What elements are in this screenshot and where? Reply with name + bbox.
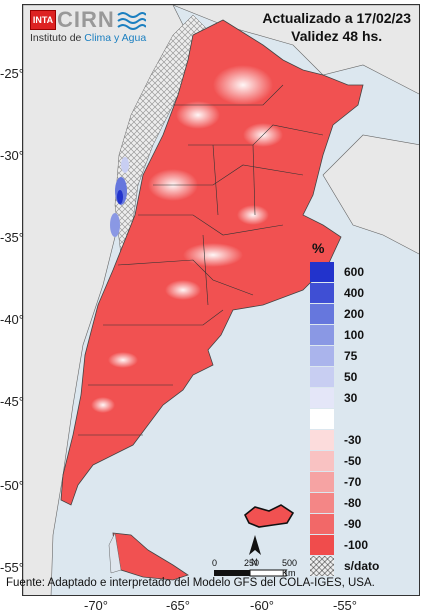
legend-label: 200 [344,307,365,321]
legend-item: -30 [310,430,394,450]
updated-date: Actualizado a 17/02/23 [262,10,411,26]
legend-label: 400 [344,286,365,300]
legend-label: s/dato [344,559,380,573]
legend-swatch [310,367,334,387]
scale-bar-graphic [214,569,287,577]
legend-item: 75 [310,346,394,366]
update-info: Actualizado a 17/02/23 Validez 48 hs. [262,9,411,45]
scale-label: 0 [212,558,218,568]
y-tick-label: -45° [0,394,24,409]
legend-swatch [310,556,334,576]
legend-label: -90 [344,517,362,531]
legend-swatch [310,493,334,513]
legend-swatch [310,304,334,324]
x-tick-label: -65° [166,598,190,613]
legend-label: -80 [344,496,362,510]
legend-swatch [310,430,334,450]
legend-label: 50 [344,370,358,384]
legend-label: 100 [344,328,365,342]
tierra-del-fuego [112,532,189,581]
legend-swatch [310,409,334,429]
north-label: N [251,557,258,567]
waves-icon [117,12,146,30]
legend-label: 75 [344,349,358,363]
y-tick-label: -35° [0,230,24,245]
legend-label: -70 [344,475,362,489]
legend-swatch [310,514,334,534]
legend-item: 400 [310,283,394,303]
scale-bar: 0 250 500 Km [192,558,302,585]
legend-swatch [310,472,334,492]
legend-label: -50 [344,454,362,468]
x-tick-label: -60° [250,598,274,613]
legend-title: % [312,240,325,256]
legend-item: -80 [310,493,394,513]
inta-logo: INTA [30,10,56,30]
legend-swatch [310,262,334,282]
neighbor-land-east [322,134,419,255]
scale-label: 500 Km [282,558,298,578]
map-frame: N [22,4,420,596]
legend-item: 600 [310,262,394,282]
y-tick-label: -30° [0,148,24,163]
legend-item: 100 [310,325,394,345]
validity: Validez 48 hs. [291,28,383,44]
legend-label: 600 [344,265,365,279]
legend-item: -50 [310,451,394,471]
legend-item: -90 [310,514,394,534]
y-tick-label: -55° [0,560,24,575]
legend-swatch [310,346,334,366]
legend-item: s/dato [310,556,394,576]
north-arrow: N [249,535,261,567]
source-note: Fuente: Adaptado e interpretado del Mode… [6,577,375,589]
province-boundaries [78,84,324,436]
legend-swatch [310,325,334,345]
map-canvas: N [23,5,419,595]
blue-anomaly-south [110,213,120,237]
cirn-wordmark: CIRN [57,7,115,32]
legend-swatch [310,388,334,408]
y-tick-label: -40° [0,312,24,327]
legend-item: -100 [310,535,394,555]
y-tick-label: -50° [0,478,24,493]
legend-item: 200 [310,304,394,324]
legend-swatch [310,283,334,303]
legend-label: -100 [344,538,369,552]
legend-label: 30 [344,391,358,405]
legend-item: 50 [310,367,394,387]
legend-item [310,409,394,429]
blue-anomaly-core [117,190,123,204]
legend-label: -30 [344,433,362,447]
x-tick-label: -70° [84,598,108,613]
scale-label: 250 [244,558,260,568]
malvinas-islands [243,504,295,528]
legend-swatch [310,535,334,555]
x-tick-label: -55° [333,598,357,613]
y-tick-label: -25° [0,66,24,81]
legend-item: 30 [310,388,394,408]
legend-item: -70 [310,472,394,492]
legend-swatch [310,451,334,471]
tierra-del-fuego-west [108,532,122,574]
institute-name: Instituto de Clima y Agua [30,32,147,44]
